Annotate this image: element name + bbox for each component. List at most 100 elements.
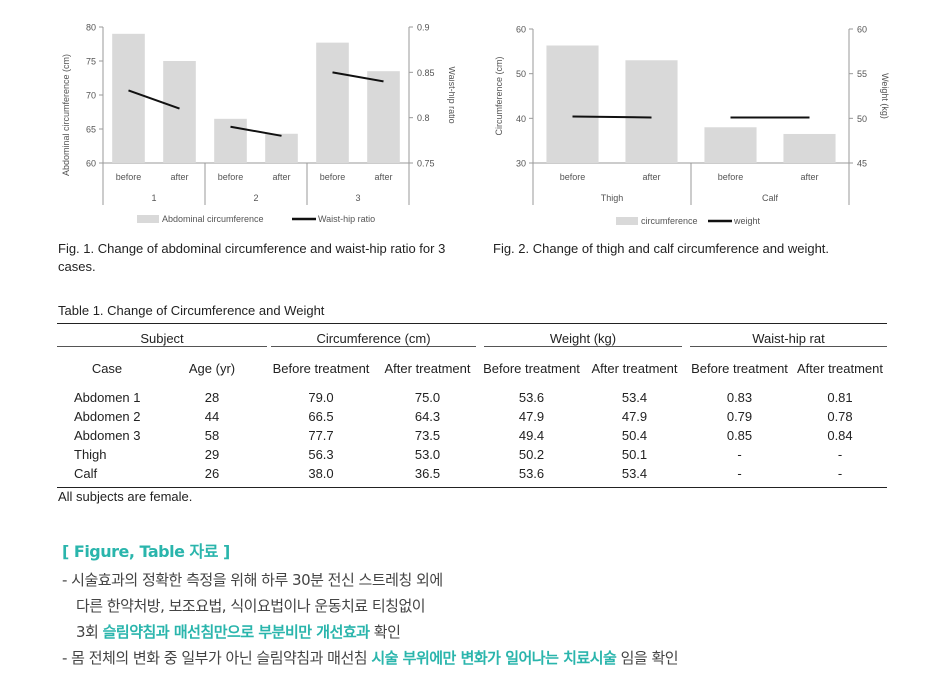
right-tick-label: 50 [857, 114, 867, 124]
cell-weight-after: 47.9 [621, 409, 648, 424]
category-label: after [374, 172, 392, 182]
note-line-3: 3회 슬림약침과 매선침만으로 부분비만 개선효과 확인 [76, 623, 401, 641]
legend-label-line: Waist-hip ratio [318, 214, 375, 224]
right-tick-label: 0.8 [417, 113, 430, 123]
line-segment-0 [572, 115, 652, 119]
bar-0 [546, 45, 599, 163]
group-label: Calf [762, 193, 779, 203]
category-label: before [320, 172, 346, 182]
cell-weight-after: 53.4 [621, 466, 648, 481]
cell-weight-before: 53.6 [518, 466, 545, 481]
cell-whr-before: 0.79 [726, 409, 753, 424]
group-label: 1 [151, 193, 156, 203]
group-label: 2 [253, 193, 258, 203]
figure-2-chart: 30 40 50 60 45 50 55 60 Circumference (cm) Weight… [494, 25, 890, 227]
circumference-weight-table: Subject Circumference (cm) Weight (kg) W… [57, 323, 887, 488]
cell-circ-after: 53.0 [414, 447, 441, 462]
legend-swatch-bar [137, 215, 159, 223]
note-line-1: - 시술효과의 정확한 측정을 위해 하루 30분 전신 스트레칭 외에 [62, 571, 443, 589]
cell-weight-after: 50.1 [621, 447, 648, 462]
left-tick-label: 65 [86, 125, 96, 135]
y-axis-label: Circumference (cm) [494, 56, 504, 135]
cell-age: 26 [204, 466, 220, 481]
cell-case: Thigh [74, 447, 107, 462]
bar-2 [704, 127, 757, 163]
left-tick-label: 75 [86, 57, 96, 67]
cell-case: Calf [74, 466, 98, 481]
col-header-circ-after: After treatment [384, 360, 471, 376]
bar-0 [112, 33, 145, 163]
cell-whr-after: 0.84 [827, 428, 853, 443]
bar-5 [367, 71, 400, 163]
cell-case: Abdomen 3 [74, 428, 141, 443]
table-row: Abdomen 1 28 79.0 75.0 53.6 53.4 0.83 0.81 [57, 382, 887, 407]
legend-label-bar: Abdominal circumference [162, 214, 264, 224]
bar-1 [625, 60, 678, 164]
left-tick-label: 50 [516, 69, 526, 79]
y2-axis-label: Waist-hip ratio [447, 66, 455, 123]
line-segment-1 [230, 125, 282, 137]
col-header-weight-before: Before treatment [483, 360, 580, 376]
note-line-2: 다른 한약처방, 보조요법, 식이요법이나 운동치료 티칭없이 [76, 597, 426, 615]
col-header-circ-before: Before treatment [272, 360, 370, 376]
bar-1 [163, 61, 196, 163]
figure-1-caption: Fig. 1. Change of abdominal circumferenc… [58, 241, 446, 274]
legend-swatch-bar [616, 217, 638, 225]
category-label: after [272, 172, 290, 182]
table-title: Table 1. Change of Circumference and Wei… [58, 303, 325, 318]
bar-3 [265, 133, 298, 163]
group-header-weight: Weight (kg) [480, 324, 686, 355]
col-header-case: Case [91, 360, 123, 376]
cell-whr-after: 0.78 [827, 409, 853, 424]
right-tick-label: 0.75 [417, 159, 435, 169]
cell-circ-before: 38.0 [308, 466, 334, 481]
cell-case: Abdomen 2 [74, 409, 141, 424]
cell-age: 28 [204, 390, 220, 405]
group-label: 3 [355, 193, 360, 203]
cell-circ-after: 73.5 [414, 428, 441, 443]
cell-weight-before: 49.4 [518, 428, 545, 443]
category-label: before [560, 172, 586, 182]
bar-3 [783, 133, 836, 163]
right-tick-label: 60 [857, 25, 867, 35]
left-tick-label: 60 [516, 25, 526, 35]
note-highlight-2: 시술 부위에만 변화가 일어나는 치료시술 [371, 649, 617, 667]
y-axis-label: Abdominal circumference (cm) [61, 54, 71, 176]
col-header-whr-before: Before treatment [691, 360, 788, 376]
right-tick-label: 55 [857, 69, 867, 79]
note-highlight-1: 슬림약침과 매선침만으로 부분비만 개선효과 [102, 623, 370, 641]
col-header-weight-after: After treatment [591, 360, 678, 376]
cell-weight-before: 53.6 [518, 390, 545, 405]
cell-whr-after: 0.81 [827, 390, 853, 405]
cell-age: 58 [204, 428, 220, 443]
cell-case: Abdomen 1 [74, 390, 141, 405]
cell-whr-after: - [837, 447, 843, 462]
group-header-waist-hip: Waist-hip rat [686, 324, 887, 355]
right-tick-label: 0.85 [417, 68, 435, 78]
left-tick-label: 80 [86, 23, 96, 33]
group-label: Thigh [601, 193, 624, 203]
table-row: Abdomen 3 58 77.7 73.5 49.4 50.4 0.85 0.84 [57, 426, 887, 445]
cell-circ-after: 36.5 [414, 466, 441, 481]
table-row: Thigh 29 56.3 53.0 50.2 50.1 - - [57, 445, 887, 464]
notes-section: [ Figure, Table 자료 ] - 시술효과의 정확한 측정을 위해 … [62, 538, 679, 671]
left-tick-label: 30 [516, 159, 526, 169]
right-tick-label: 0.9 [417, 23, 430, 33]
y2-axis-label: Weight (kg) [880, 73, 890, 119]
cell-circ-after: 75.0 [414, 390, 441, 405]
cell-circ-before: 79.0 [308, 390, 334, 405]
cell-weight-before: 50.2 [518, 447, 545, 462]
col-header-whr-after: After treatment [797, 360, 883, 376]
category-label: before [718, 172, 744, 182]
category-label: after [170, 172, 188, 182]
group-header-subject: Subject [57, 324, 267, 355]
cell-weight-after: 53.4 [621, 390, 648, 405]
cell-circ-after: 64.3 [414, 409, 441, 424]
legend-label-bar: circumference [641, 216, 698, 226]
note-line-4: - 몸 전체의 변화 중 일부가 아닌 슬림약침과 매선침 시술 부위에만 변화… [62, 649, 679, 667]
notes-title: [ Figure, Table 자료 ] [62, 542, 230, 561]
cell-whr-before: - [737, 447, 742, 462]
legend-label-line: weight [733, 216, 761, 226]
category-label: before [116, 172, 142, 182]
table-row: Abdomen 2 44 66.5 64.3 47.9 47.9 0.79 0.78 [57, 407, 887, 426]
